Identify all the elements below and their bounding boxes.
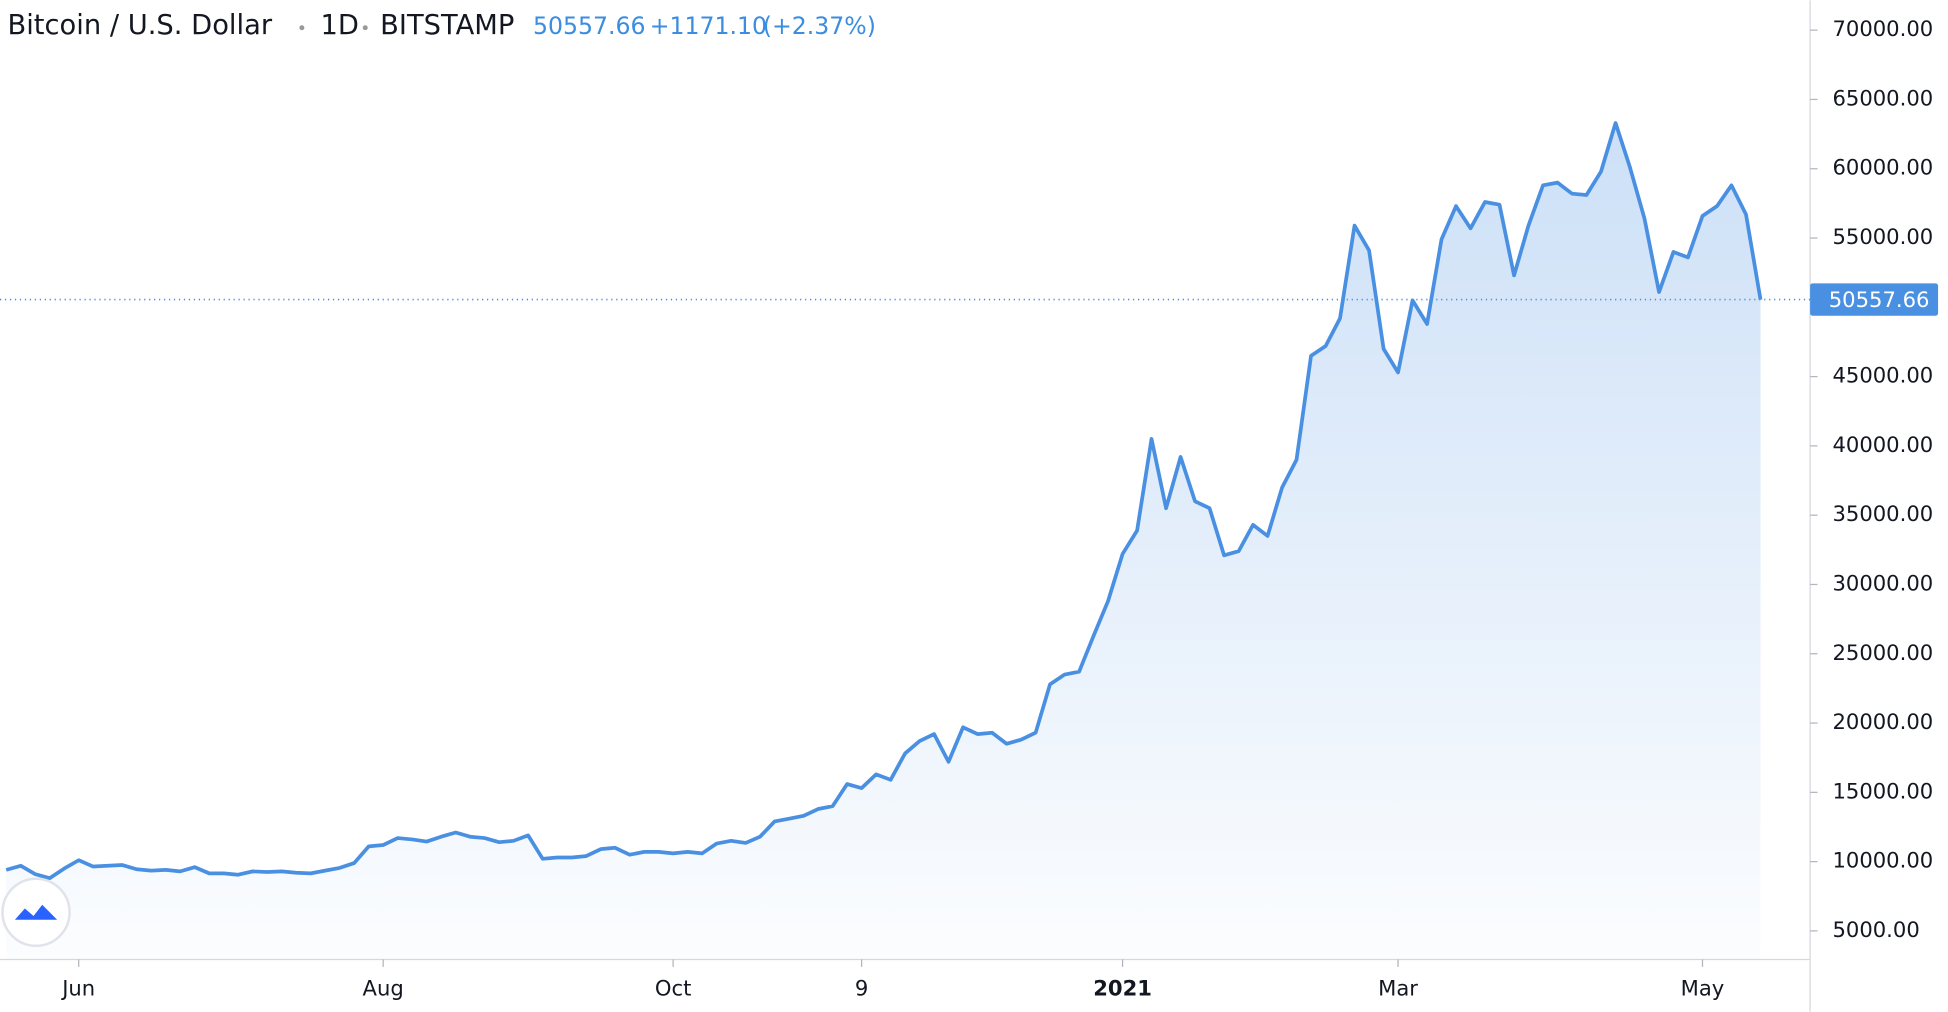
y-tick-label: 70000.00 xyxy=(1832,16,1933,41)
symbol: Bitcoin / U.S. Dollar xyxy=(7,10,272,41)
plot-area xyxy=(5,121,1763,960)
y-tick-label: 55000.00 xyxy=(1832,224,1933,249)
y-tick-label: 45000.00 xyxy=(1832,363,1933,388)
separator xyxy=(362,25,368,31)
x-tick-label: Mar xyxy=(1378,975,1418,1000)
exchange: BITSTAMP xyxy=(380,10,514,41)
change-percent: (+2.37%) xyxy=(763,12,876,40)
x-tick-label: Aug xyxy=(363,975,404,1000)
change: +1171.10 xyxy=(650,12,767,40)
y-tick-label: 30000.00 xyxy=(1832,570,1933,595)
area-fill xyxy=(6,122,1761,960)
y-tick-label: 35000.00 xyxy=(1832,501,1933,526)
y-tick-label: 5000.00 xyxy=(1832,917,1919,942)
x-tick-label: 2021 xyxy=(1093,975,1152,1000)
last-price-label: 50557.66 xyxy=(1829,287,1930,312)
last-price: 50557.66 xyxy=(533,12,646,40)
price-line xyxy=(5,121,1763,881)
y-tick-label: 10000.00 xyxy=(1832,848,1933,873)
x-tick-label: 9 xyxy=(855,975,868,1000)
y-tick-label: 60000.00 xyxy=(1832,155,1933,180)
y-tick-label: 15000.00 xyxy=(1832,778,1933,803)
interval: 1D xyxy=(321,10,359,41)
y-tick-label: 25000.00 xyxy=(1832,640,1933,665)
x-tick-label: May xyxy=(1681,975,1725,1000)
last-price-tag xyxy=(1810,283,1939,316)
x-tick-label: Oct xyxy=(655,975,692,1000)
logo[interactable] xyxy=(1,877,71,948)
separator xyxy=(299,25,305,31)
y-tick-label: 20000.00 xyxy=(1832,709,1933,734)
y-tick-label: 65000.00 xyxy=(1832,85,1933,110)
y-tick-label: 40000.00 xyxy=(1832,432,1933,457)
x-tick-label: Jun xyxy=(60,975,95,1000)
